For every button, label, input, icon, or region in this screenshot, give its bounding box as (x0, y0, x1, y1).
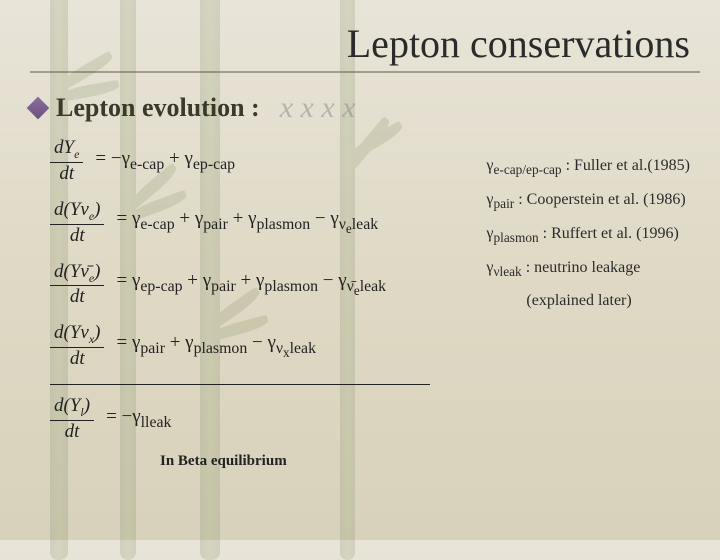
eq-rhs: = γpair + γplasmon − γνxleak (116, 332, 316, 361)
bullet-row: Lepton evolution : x x x x (30, 91, 700, 125)
page-title: Lepton conservations (30, 20, 700, 73)
ref-item: γe-cap/ep-cap : Fuller et al.(1985) (486, 150, 690, 184)
equation-yl: d(Yl) dt = −γlleak (50, 395, 700, 443)
references-block: γe-cap/ep-cap : Fuller et al.(1985) γpai… (486, 150, 690, 317)
divider-line (50, 384, 430, 385)
eq-rhs: = −γlleak (106, 406, 171, 432)
slide-content: Lepton conservations Lepton evolution : … (0, 0, 720, 470)
ref-item: γνleak : neutrino leakage (486, 252, 690, 286)
ref-item: (explained later) (486, 285, 690, 317)
eq-rhs: = γe-cap + γpair + γplasmon − γνeleak (116, 208, 378, 237)
ref-item: γpair : Cooperstein et al. (1986) (486, 184, 690, 218)
bullet-text: Lepton evolution : (56, 93, 260, 123)
eq-rhs: = −γe-cap + γep-cap (95, 148, 235, 174)
eq-rhs: = γep-cap + γpair + γplasmon − γν̄eleak (116, 270, 386, 299)
beta-equilibrium-label: In Beta equilibrium (160, 453, 700, 470)
watermark-script: x x x x (280, 91, 356, 125)
equation-yl-block: d(Yl) dt = −γlleak (30, 395, 700, 443)
ref-item: γplasmon : Ruffert et al. (1996) (486, 218, 690, 252)
equation-ynux: d(Yνx) dt = γpair + γplasmon − γνxleak (50, 322, 700, 370)
diamond-bullet-icon (27, 97, 50, 120)
